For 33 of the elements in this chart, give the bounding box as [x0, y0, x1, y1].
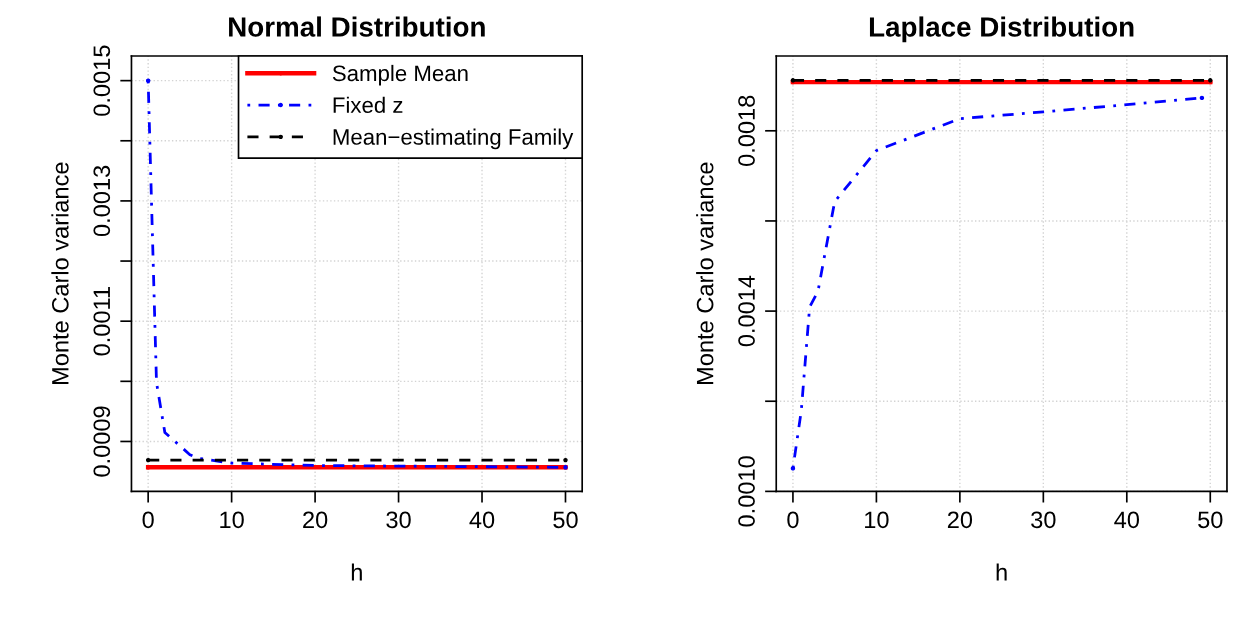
point [1199, 95, 1205, 101]
y-tick-label: 0.0014 [738, 275, 755, 347]
x-tick-label: 50 [1198, 511, 1223, 529]
chart-title: Normal Distribution [229, 16, 485, 37]
point [145, 78, 151, 83]
y-axis-title: Monte Carlo variance [51, 162, 69, 384]
x-tick-label: 40 [469, 511, 495, 529]
x-tick-label: 0 [142, 511, 154, 529]
x-tick-label: 20 [947, 511, 973, 529]
x-tick-label: 10 [865, 511, 889, 529]
chart-title: Laplace Distribution [869, 16, 1134, 43]
y-tick-label: 0.0011 [93, 287, 111, 356]
point [563, 457, 568, 463]
x-axis-title: h [351, 563, 362, 581]
x-axis-title: h [996, 563, 1007, 581]
x-tick-label: 50 [553, 511, 578, 529]
x-tick-label: 30 [1031, 511, 1056, 529]
y-axis-title: Monte Carlo variance [696, 162, 714, 384]
point [790, 466, 796, 471]
x-tick-label: 40 [1114, 511, 1140, 529]
legend-label: Fixed z [333, 96, 403, 114]
x-tick-label: 30 [386, 511, 411, 529]
legend-label: Mean−estimating Family [333, 128, 574, 150]
y-tick-label: 0.0015 [93, 45, 111, 116]
x-tick-label: 0 [787, 511, 799, 529]
x-tick-label: 20 [303, 511, 328, 529]
y-tick-label: 0.0010 [738, 456, 755, 527]
y-tick-label: 0.0013 [93, 165, 111, 237]
x-tick-label: 10 [220, 511, 244, 529]
y-tick-label: 0.0018 [738, 95, 755, 166]
legend-label: Sample Mean [332, 64, 468, 86]
point [145, 457, 151, 463]
y-tick-label: 0.0009 [93, 406, 111, 477]
